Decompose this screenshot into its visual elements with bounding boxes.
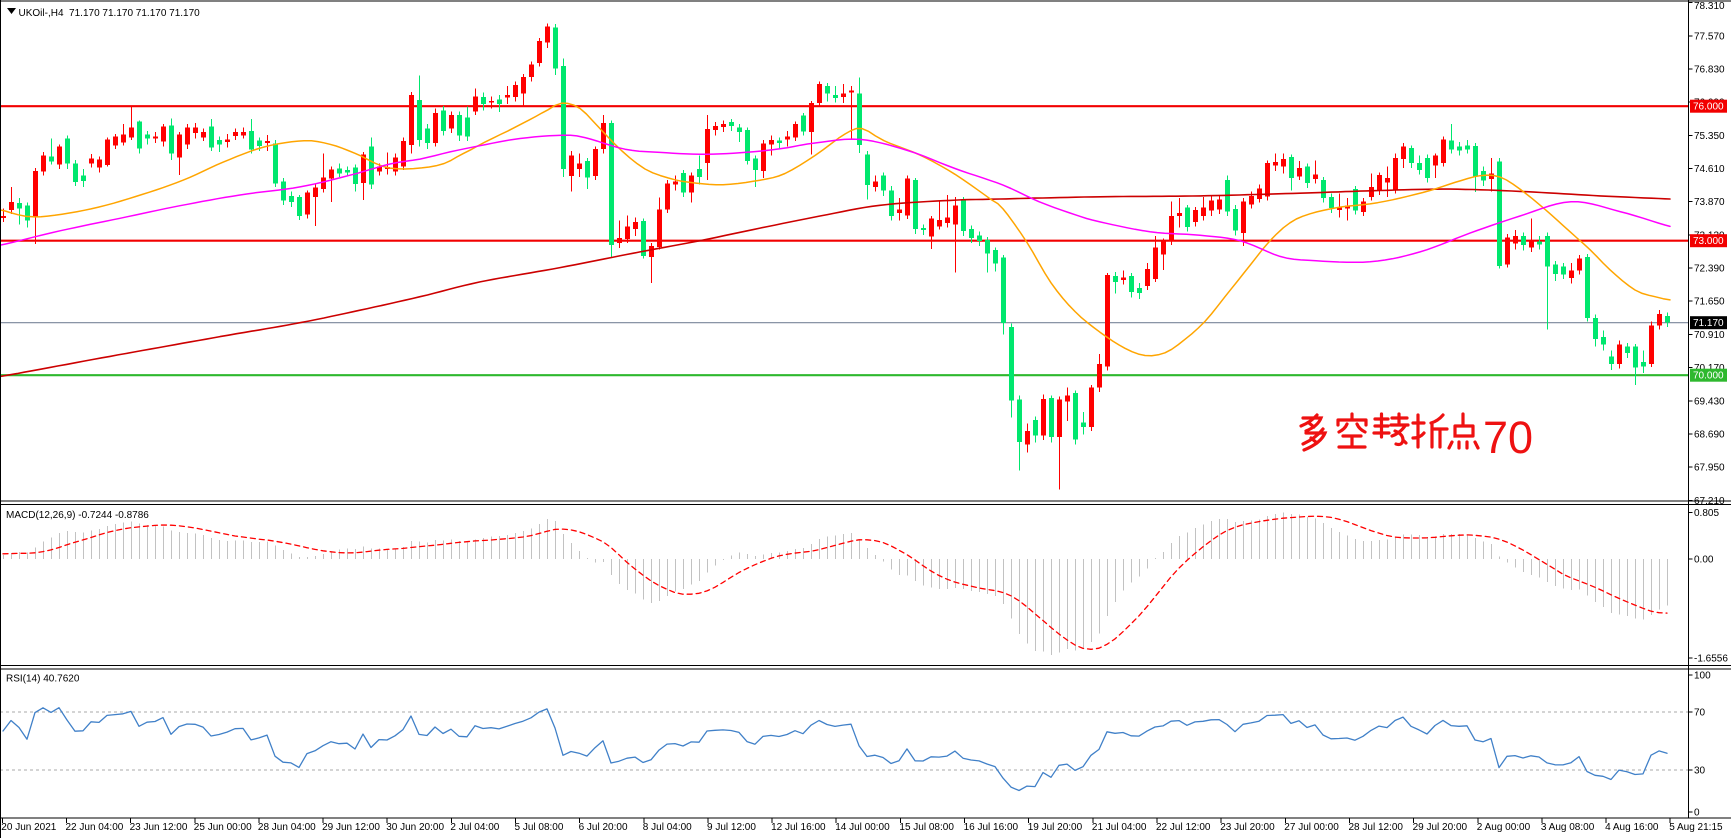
svg-text:0.805: 0.805 [1694, 508, 1719, 519]
svg-text:67.210: 67.210 [1694, 496, 1725, 507]
svg-text:MACD(12,26,9) -0.7244 -0.8786: MACD(12,26,9) -0.7244 -0.8786 [6, 510, 149, 521]
svg-text:25 Jun 00:00: 25 Jun 00:00 [194, 822, 252, 833]
svg-text:3 Aug 08:00: 3 Aug 08:00 [1541, 822, 1595, 833]
svg-text:73.870: 73.870 [1694, 197, 1725, 208]
svg-text:30: 30 [1694, 766, 1706, 777]
svg-text:29 Jun 12:00: 29 Jun 12:00 [322, 822, 380, 833]
svg-text:5 Jul 08:00: 5 Jul 08:00 [515, 822, 564, 833]
svg-text:2 Aug 00:00: 2 Aug 00:00 [1477, 822, 1531, 833]
svg-text:0.00: 0.00 [1694, 555, 1714, 566]
svg-text:RSI(14) 40.7620: RSI(14) 40.7620 [6, 674, 80, 685]
svg-text:70.170: 70.170 [1694, 363, 1725, 374]
svg-text:20 Jun 2021: 20 Jun 2021 [1, 822, 56, 833]
svg-text:76.000: 76.000 [1693, 102, 1724, 113]
svg-text:16 Jul 16:00: 16 Jul 16:00 [964, 822, 1019, 833]
svg-text:27 Jul 00:00: 27 Jul 00:00 [1284, 822, 1339, 833]
svg-text:-1.6556: -1.6556 [1694, 654, 1728, 665]
svg-text:71.170: 71.170 [1693, 318, 1724, 329]
svg-text:0: 0 [1694, 808, 1700, 819]
svg-text:70.000: 70.000 [1693, 371, 1724, 382]
svg-text:29 Jul 20:00: 29 Jul 20:00 [1413, 822, 1468, 833]
svg-text:100: 100 [1694, 671, 1711, 682]
svg-text:69.430: 69.430 [1694, 396, 1725, 407]
svg-text:23 Jun 12:00: 23 Jun 12:00 [130, 822, 188, 833]
svg-text:22 Jun 04:00: 22 Jun 04:00 [66, 822, 124, 833]
svg-text:9 Jul 12:00: 9 Jul 12:00 [707, 822, 756, 833]
svg-text:74.610: 74.610 [1694, 164, 1725, 175]
svg-text:70.910: 70.910 [1694, 330, 1725, 341]
svg-text:8 Jul 04:00: 8 Jul 04:00 [643, 822, 692, 833]
svg-text:30 Jun 20:00: 30 Jun 20:00 [386, 822, 444, 833]
svg-text:72.390: 72.390 [1694, 264, 1725, 275]
svg-text:19 Jul 20:00: 19 Jul 20:00 [1028, 822, 1083, 833]
svg-text:28 Jul 12:00: 28 Jul 12:00 [1349, 822, 1404, 833]
svg-text:68.690: 68.690 [1694, 429, 1725, 440]
svg-text:76.830: 76.830 [1694, 65, 1725, 76]
svg-text:71.650: 71.650 [1694, 297, 1725, 308]
svg-text:4 Aug 16:00: 4 Aug 16:00 [1605, 822, 1659, 833]
svg-text:67.950: 67.950 [1694, 463, 1725, 474]
svg-text:5 Aug 21:15: 5 Aug 21:15 [1669, 822, 1723, 833]
svg-text:2 Jul 04:00: 2 Jul 04:00 [450, 822, 499, 833]
svg-text:73.000: 73.000 [1693, 236, 1724, 247]
svg-text:6 Jul 20:00: 6 Jul 20:00 [579, 822, 628, 833]
svg-text:70: 70 [1483, 412, 1533, 463]
svg-text:70: 70 [1694, 708, 1706, 719]
svg-text:22 Jul 12:00: 22 Jul 12:00 [1156, 822, 1211, 833]
svg-text:UKOil-,H4 71.170 71.170 71.17: UKOil-,H4 71.170 71.170 71.170 71.170 [19, 8, 201, 19]
svg-text:15 Jul 08:00: 15 Jul 08:00 [899, 822, 954, 833]
svg-text:21 Jul 04:00: 21 Jul 04:00 [1092, 822, 1147, 833]
svg-text:75.350: 75.350 [1694, 131, 1725, 142]
svg-text:28 Jun 04:00: 28 Jun 04:00 [258, 822, 316, 833]
svg-text:23 Jul 20:00: 23 Jul 20:00 [1220, 822, 1275, 833]
svg-text:77.570: 77.570 [1694, 31, 1725, 42]
svg-text:14 Jul 00:00: 14 Jul 00:00 [835, 822, 890, 833]
svg-text:78.310: 78.310 [1694, 1, 1725, 12]
svg-text:12 Jul 16:00: 12 Jul 16:00 [771, 822, 826, 833]
